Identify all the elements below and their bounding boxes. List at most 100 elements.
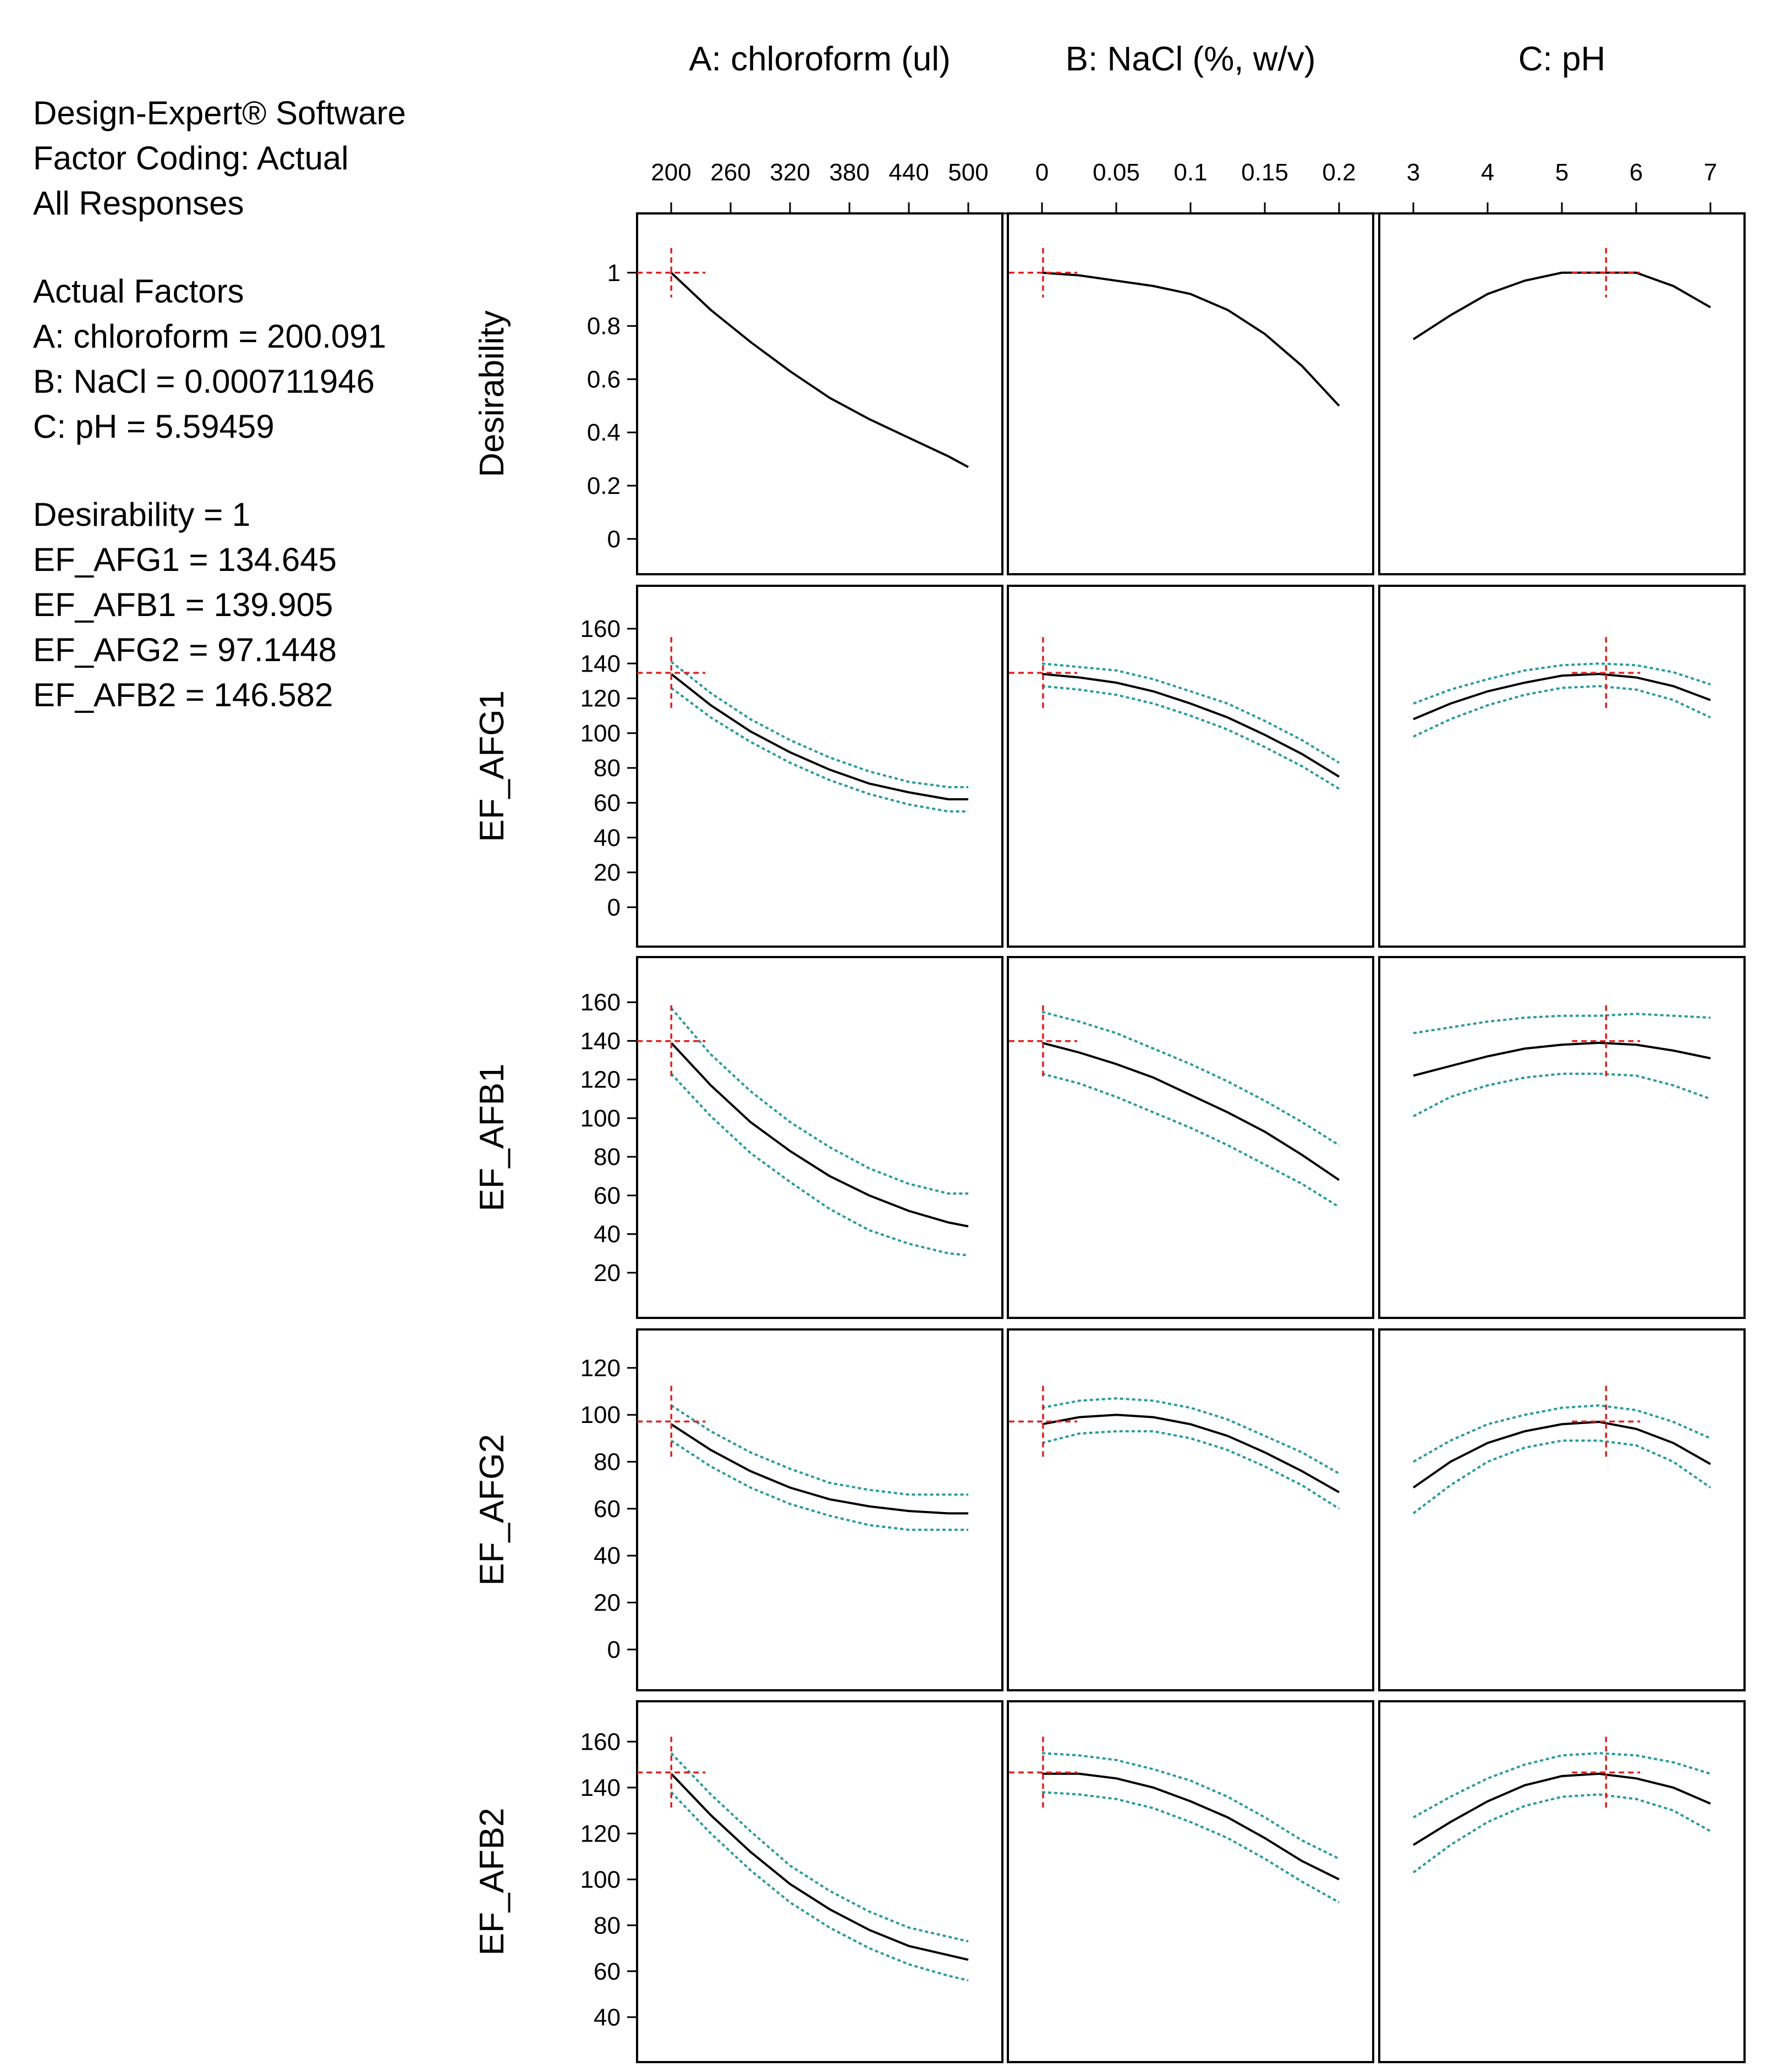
factor-a-value: A: chloroform = 200.091 [33, 318, 387, 355]
ci-lower-4-0 [670, 1791, 969, 1982]
ef-afb1-value: EF_AFB1 = 139.905 [33, 586, 333, 623]
panel-0-0 [636, 212, 1003, 575]
y-tick-label-1-3: 60 [594, 789, 621, 816]
y-tick-label-1-0: 0 [607, 894, 621, 921]
panel-2-0 [636, 956, 1003, 1319]
y-tick-label-2-2: 60 [594, 1182, 621, 1209]
ci-upper-1-1 [1041, 662, 1340, 764]
ef-afg1-value: EF_AFG1 = 134.645 [33, 541, 337, 578]
fit-curve-4-1 [1042, 1772, 1340, 1881]
ci-lower-1-0 [670, 686, 968, 813]
y-tick-label-3-2: 40 [594, 1542, 621, 1569]
y-tick-label-2-0: 20 [594, 1260, 621, 1287]
y-tick-label-4-1: 60 [594, 1958, 621, 1985]
y-tick-label-3-3: 60 [594, 1496, 621, 1523]
ci-upper-4-2 [1413, 1752, 1711, 1818]
x-tick-label-0-3: 380 [829, 159, 869, 186]
factor-header-0: A: chloroform (ul) [689, 40, 950, 78]
y-tick-label-4-2: 80 [594, 1912, 621, 1939]
y-tick-label-2-5: 120 [580, 1067, 621, 1093]
ci-upper-3-2 [1413, 1404, 1711, 1463]
x-tick-label-2-2: 5 [1555, 159, 1568, 186]
fit-curve-3-1 [1041, 1414, 1340, 1493]
ci-lower-3-1 [1041, 1430, 1340, 1510]
y-tick-label-1-5: 100 [580, 720, 621, 747]
x-tick-label-2-4: 7 [1704, 159, 1717, 186]
fit-curve-1-1 [1041, 673, 1340, 778]
y-tick-label-3-1: 20 [594, 1590, 621, 1617]
x-tick-label-0-0: 200 [651, 159, 691, 186]
ef-afb2-value: EF_AFB2 = 146.582 [33, 677, 333, 713]
info-panel: Design-Expert® Software Factor Coding: A… [33, 91, 462, 718]
y-tick-label-1-8: 160 [580, 615, 621, 642]
ci-upper-4-1 [1041, 1752, 1340, 1860]
y-tick-label-3-4: 80 [594, 1449, 621, 1476]
ci-lower-2-0 [670, 1073, 969, 1257]
y-tick-label-1-6: 120 [580, 685, 621, 712]
y-tick-label-3-0: 0 [607, 1636, 621, 1663]
fit-curve-0-0 [670, 272, 969, 468]
y-tick-label-1-4: 80 [594, 755, 621, 782]
panel-3-2 [1378, 1328, 1746, 1691]
x-tick-label-2-0: 3 [1407, 159, 1420, 186]
factor-c-value: C: pH = 5.59459 [33, 408, 275, 445]
panel-0-1 [1007, 212, 1374, 575]
x-tick-label-0-4: 440 [888, 159, 929, 186]
y-tick-label-3-6: 120 [580, 1355, 621, 1382]
ci-lower-1-2 [1413, 685, 1711, 738]
panel-2-1 [1007, 956, 1374, 1319]
ci-lower-3-0 [670, 1439, 968, 1531]
y-tick-label-4-6: 160 [580, 1728, 621, 1755]
fit-curve-2-0 [670, 1042, 969, 1228]
fit-curve-3-0 [670, 1423, 968, 1515]
panel-4-2 [1378, 1700, 1746, 2063]
ci-upper-2-0 [670, 1007, 968, 1195]
ci-lower-1-1 [1041, 685, 1340, 790]
ef-afg2-value: EF_AFG2 = 97.1448 [33, 631, 337, 668]
response-label-4: EF_AFB2 [473, 1808, 511, 1956]
y-tick-label-4-4: 120 [580, 1820, 621, 1847]
factor-header-2: C: pH [1518, 40, 1605, 78]
panel-4-1 [1007, 1700, 1374, 2063]
fit-curve-4-2 [1412, 1772, 1711, 1846]
ci-lower-4-1 [1041, 1791, 1340, 1904]
factor-coding-label: Factor Coding: Actual [33, 140, 349, 177]
y-tick-label-0-3: 0.6 [587, 366, 621, 393]
x-tick-label-2-3: 6 [1630, 159, 1643, 186]
ci-lower-2-1 [1041, 1073, 1340, 1208]
y-tick-label-2-1: 40 [594, 1221, 621, 1248]
panel-3-0 [636, 1328, 1003, 1691]
y-tick-label-2-4: 100 [580, 1105, 621, 1132]
response-label-1: EF_AFG1 [473, 690, 511, 842]
panel-2-2 [1378, 956, 1746, 1319]
ci-upper-1-2 [1413, 662, 1711, 705]
factor-header-1: B: NaCl (%, w/v) [1066, 40, 1316, 78]
y-tick-label-0-5: 1 [607, 260, 621, 287]
responses-label: All Responses [33, 185, 244, 222]
x-tick-label-0-2: 320 [770, 159, 810, 186]
ci-lower-3-2 [1412, 1439, 1712, 1514]
x-tick-label-0-5: 500 [948, 159, 988, 186]
panel-1-2 [1378, 585, 1746, 948]
fit-curve-4-0 [670, 1773, 969, 1961]
y-tick-label-0-1: 0.2 [587, 472, 621, 499]
y-tick-label-2-7: 160 [580, 989, 621, 1016]
x-tick-label-1-0: 0 [1035, 159, 1049, 186]
response-label-3: EF_AFG2 [473, 1434, 511, 1586]
y-tick-label-3-5: 100 [580, 1402, 621, 1428]
y-tick-label-4-3: 100 [580, 1866, 621, 1893]
y-tick-label-1-7: 140 [580, 650, 621, 677]
fit-curve-2-2 [1413, 1041, 1711, 1077]
x-tick-label-1-4: 0.2 [1322, 159, 1356, 186]
y-tick-label-0-2: 0.4 [587, 419, 621, 446]
panel-1-0 [636, 585, 1003, 948]
fit-curve-2-1 [1041, 1041, 1340, 1181]
y-tick-label-1-2: 40 [594, 825, 621, 851]
x-tick-label-1-1: 0.05 [1093, 159, 1140, 186]
ci-upper-2-1 [1041, 1010, 1340, 1146]
software-label: Design-Expert® Software [33, 95, 406, 131]
y-tick-label-4-0: 40 [594, 2004, 621, 2031]
y-tick-label-0-0: 0 [607, 526, 621, 553]
ci-upper-1-0 [670, 661, 968, 788]
